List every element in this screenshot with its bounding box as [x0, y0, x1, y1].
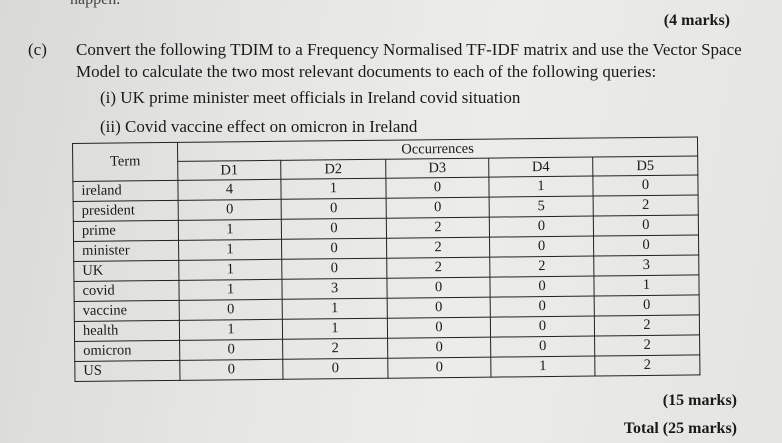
- count-cell: 0: [490, 316, 595, 338]
- marks-label-top: (4 marks): [663, 12, 730, 29]
- count-cell: 1: [282, 298, 388, 320]
- tdim-table: Term Occurrences D1 D2 D3 D4 D5 ireland …: [72, 136, 700, 382]
- total-marks-label: Total (25 marks): [623, 420, 737, 437]
- count-cell: 0: [282, 358, 388, 380]
- count-cell: 0: [387, 317, 491, 339]
- count-cell: 0: [281, 198, 387, 220]
- question-line: Convert the following TDIM to a Frequenc…: [76, 40, 742, 59]
- term-cell: omicron: [74, 340, 180, 362]
- count-cell: 1: [178, 259, 282, 281]
- count-cell: 0: [489, 276, 595, 298]
- count-cell: 2: [386, 257, 490, 279]
- count-cell: 0: [178, 199, 282, 221]
- count-cell: 0: [592, 174, 699, 197]
- count-cell: 1: [178, 279, 283, 301]
- marks-label-bottom: (15 marks): [662, 392, 737, 409]
- term-cell: health: [74, 320, 180, 342]
- count-cell: 1: [282, 318, 388, 340]
- term-cell: US: [74, 360, 180, 382]
- count-cell: 0: [179, 359, 283, 381]
- doc-header-d4: D4: [488, 157, 593, 178]
- count-cell: 1: [179, 319, 283, 341]
- count-cell: 0: [179, 299, 283, 321]
- term-cell: UK: [73, 260, 179, 282]
- query-1: (i) UK prime minister meet officials in …: [100, 88, 521, 107]
- count-cell: 1: [488, 176, 594, 198]
- count-cell: 2: [282, 338, 388, 360]
- question-line: Model to calculate the two most relevant…: [76, 62, 657, 81]
- count-cell: 0: [594, 294, 700, 317]
- count-cell: 4: [177, 179, 282, 201]
- count-cell: 2: [594, 314, 700, 337]
- count-cell: 2: [593, 194, 699, 217]
- count-cell: 1: [593, 274, 700, 297]
- count-cell: 0: [490, 336, 595, 358]
- count-cell: 3: [281, 278, 388, 300]
- count-cell: 2: [594, 334, 700, 357]
- term-cell: president: [73, 200, 179, 222]
- count-cell: 0: [489, 236, 594, 258]
- count-cell: 1: [178, 219, 282, 241]
- count-cell: 3: [593, 254, 699, 277]
- count-cell: 0: [179, 339, 283, 361]
- count-cell: 0: [386, 197, 490, 219]
- query-2: (ii) Covid vaccine effect on omicron in …: [100, 117, 418, 136]
- cut-off-text: happen.: [70, 0, 120, 9]
- count-cell: 0: [387, 337, 491, 359]
- count-cell: 0: [281, 218, 387, 240]
- term-cell: prime: [73, 220, 179, 242]
- term-cell: covid: [73, 280, 180, 302]
- doc-header-d5: D5: [592, 155, 698, 177]
- question-text: Convert the following TDIM to a Frequenc…: [76, 39, 746, 83]
- count-cell: 0: [593, 214, 699, 237]
- count-cell: 0: [385, 177, 490, 199]
- count-cell: 0: [281, 258, 387, 280]
- doc-header-d2: D2: [280, 159, 386, 180]
- count-cell: 0: [387, 357, 491, 379]
- count-cell: 2: [386, 237, 490, 259]
- term-cell: minister: [73, 240, 179, 262]
- count-cell: 1: [490, 356, 595, 378]
- doc-header-d3: D3: [385, 158, 489, 179]
- term-cell: ireland: [72, 180, 179, 202]
- count-cell: 0: [593, 234, 699, 257]
- term-cell: vaccine: [74, 300, 180, 322]
- count-cell: 1: [178, 239, 282, 261]
- count-cell: 2: [386, 217, 490, 239]
- count-cell: 0: [489, 216, 594, 238]
- count-cell: 2: [489, 256, 594, 278]
- part-label: (c): [28, 40, 47, 59]
- count-cell: 1: [280, 178, 387, 200]
- count-cell: 0: [281, 238, 387, 260]
- count-cell: 5: [489, 196, 594, 218]
- count-cell: 0: [386, 277, 491, 299]
- count-cell: 0: [490, 296, 595, 318]
- doc-header-d1: D1: [177, 160, 281, 181]
- count-cell: 2: [594, 354, 700, 377]
- count-cell: 0: [387, 297, 491, 319]
- term-header: Term: [72, 142, 178, 182]
